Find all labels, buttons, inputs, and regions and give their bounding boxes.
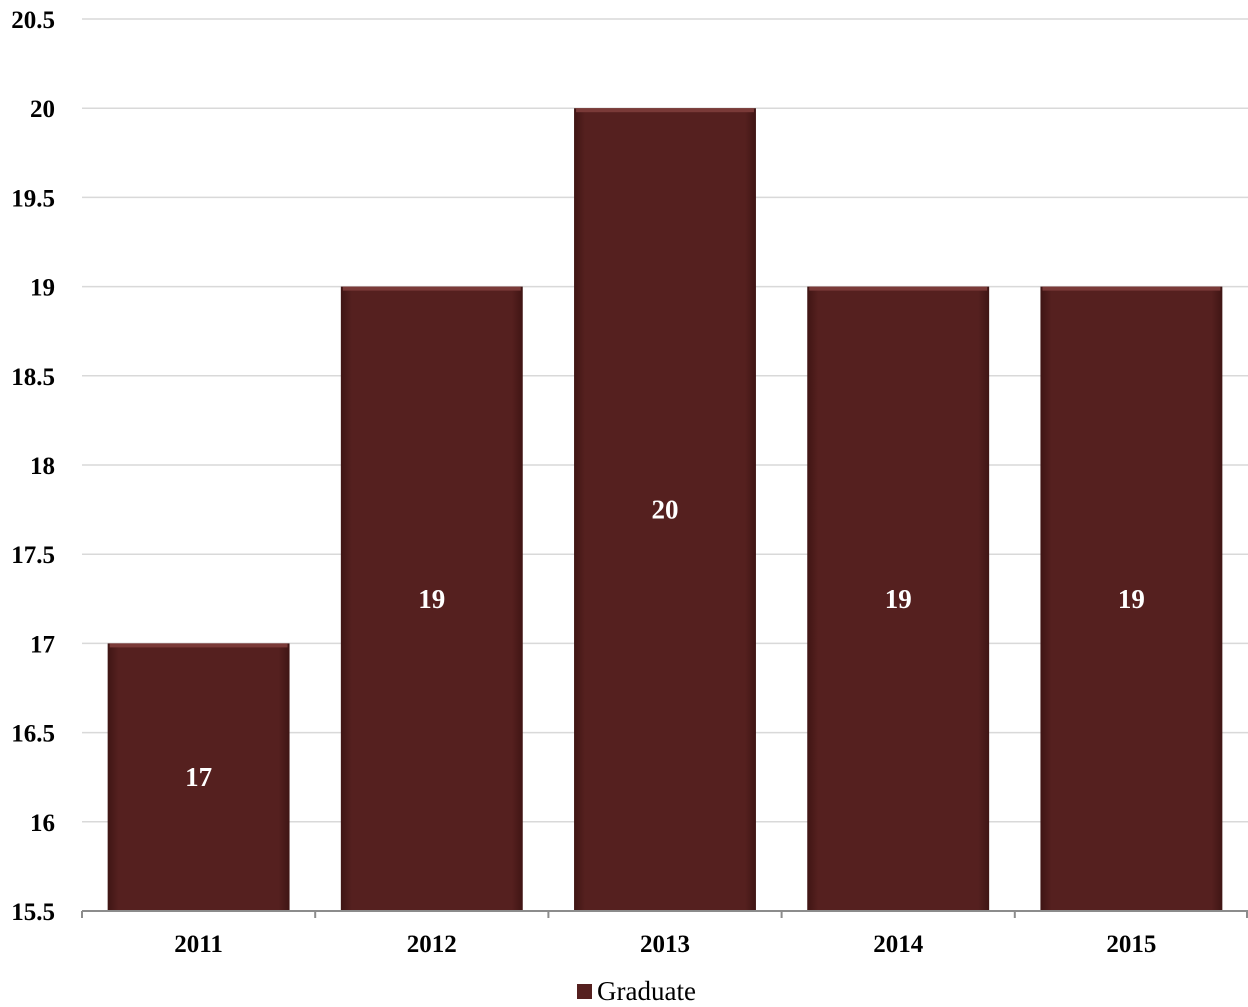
y-tick-label: 20 [30,96,55,123]
axes [81,910,1248,918]
y-tick-label: 19.5 [11,185,55,212]
bar-bevel [809,286,988,291]
legend-swatch-graduate [577,984,592,999]
bar-2012 [340,286,523,912]
y-tick-label: 16 [30,810,55,837]
bar-2015 [1040,286,1223,912]
legend: Graduate [577,976,696,1006]
labels: 15.5 16 16.5 17 17.5 18 18.5 19 19.5 20 20.5 17 2011… [11,7,1156,958]
x-tick-label: 2011 [174,931,223,958]
y-tick-label: 18.5 [11,364,55,391]
y-tick-label: 17 [30,631,55,658]
bar-2014 [807,286,990,912]
bar-bevel [342,286,521,291]
x-tick-label: 2012 [407,931,457,958]
bar-2013 [574,108,756,911]
data-label: 19 [885,584,912,614]
data-label: 17 [185,762,212,792]
y-tick-label: 20.5 [11,7,55,34]
y-tick-label: 19 [30,275,55,302]
bar-bevel [576,108,754,113]
bar-bevel [109,643,288,648]
x-tick-label: 2014 [873,931,924,958]
data-label: 19 [418,584,445,614]
y-tick-label: 16.5 [11,721,55,748]
x-tick-label: 2015 [1106,931,1156,958]
y-tick-label: 15.5 [11,899,55,926]
data-label: 20 [652,495,679,525]
bar-bevel [1042,286,1221,291]
legend-label-graduate: Graduate [597,976,696,1006]
data-label: 19 [1118,584,1145,614]
y-tick-label: 18 [30,453,55,480]
bars [107,108,1223,912]
y-tick-label: 17.5 [11,542,55,569]
bar-2011 [107,643,290,911]
x-tick-label: 2013 [640,931,690,958]
